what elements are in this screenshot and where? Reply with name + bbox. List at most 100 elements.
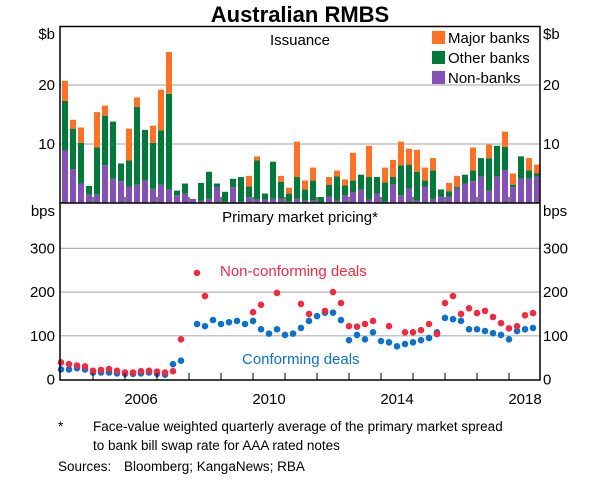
bottom-y-tick-label: 300 (543, 240, 568, 257)
bar-other-banks (454, 187, 460, 189)
series-label-conforming: Conforming deals (242, 351, 360, 368)
bar-non-banks (230, 187, 236, 203)
dot-conforming-deals (249, 317, 257, 325)
bar-other-banks (118, 163, 124, 182)
bar-major-banks (150, 125, 156, 143)
bar-other-banks (390, 177, 396, 185)
pricing-dots (57, 269, 537, 378)
bar-non-banks (406, 188, 412, 203)
bar-non-banks (534, 176, 540, 203)
dot-conforming-deals (529, 324, 537, 332)
dot-conforming-deals (217, 320, 225, 328)
dot-non-conforming-deals (305, 310, 313, 318)
bar-other-banks (166, 93, 172, 190)
dot-conforming-deals (513, 327, 521, 335)
dot-non-conforming-deals (273, 289, 281, 297)
bar-other-banks (70, 128, 76, 170)
dot-non-conforming-deals (297, 300, 305, 308)
bar-major-banks (534, 164, 540, 174)
bar-major-banks (382, 167, 388, 183)
dot-conforming-deals (281, 331, 289, 339)
footnote-line-2: to bank bill swap rate for AAA rated not… (93, 438, 340, 453)
bar-other-banks (110, 121, 116, 179)
bar-non-banks (206, 198, 212, 203)
bar-major-banks (302, 180, 308, 190)
bar-non-banks (246, 197, 252, 203)
dot-conforming-deals (337, 316, 345, 324)
bar-other-banks (478, 158, 484, 177)
bar-non-banks (254, 199, 260, 203)
x-tick-label: 2006 (124, 391, 157, 408)
bottom-right-unit: bps (543, 203, 567, 220)
bar-other-banks (278, 181, 284, 199)
dot-conforming-deals (225, 318, 233, 326)
dot-conforming-deals (193, 320, 201, 328)
bar-other-banks (150, 142, 156, 189)
top-y-tick-label: 10 (543, 136, 560, 153)
legend-swatch-major-banks (432, 31, 445, 44)
dot-conforming-deals (465, 325, 473, 333)
bar-non-banks (126, 186, 132, 203)
dot-non-conforming-deals (489, 313, 497, 321)
legend-swatch-other-banks (432, 51, 445, 64)
bar-major-banks (446, 182, 452, 192)
dot-conforming-deals (409, 339, 417, 346)
bar-other-banks (486, 158, 492, 191)
dot-non-conforming-deals (129, 369, 137, 376)
bar-major-banks (422, 167, 428, 181)
bar-non-banks (110, 178, 116, 203)
bar-non-banks (446, 196, 452, 203)
dot-non-conforming-deals (201, 292, 209, 300)
dot-conforming-deals (65, 366, 73, 373)
bar-major-banks (278, 175, 284, 182)
bar-non-banks (190, 198, 196, 203)
dot-conforming-deals (505, 335, 513, 343)
bar-other-banks (62, 100, 68, 151)
bar-major-banks (246, 175, 252, 187)
bar-non-banks (358, 189, 364, 203)
bottom-y-tick-label: 100 (543, 328, 568, 345)
dot-non-conforming-deals (337, 299, 345, 307)
bar-other-banks (270, 161, 276, 199)
bar-non-banks (142, 180, 148, 203)
bar-non-banks (510, 187, 516, 203)
dot-non-conforming-deals (105, 365, 113, 373)
bar-non-banks (166, 189, 172, 203)
series-label-non-conforming: Non-conforming deals (220, 263, 367, 280)
bar-major-banks (454, 175, 460, 188)
dot-non-conforming-deals (433, 330, 441, 338)
bar-non-banks (366, 199, 372, 203)
dot-non-conforming-deals (417, 326, 425, 334)
bar-other-banks (238, 177, 244, 202)
dot-conforming-deals (297, 324, 305, 332)
dot-non-conforming-deals (505, 325, 513, 332)
dot-non-conforming-deals (481, 307, 489, 315)
bar-major-banks (350, 152, 356, 181)
dot-conforming-deals (521, 325, 529, 333)
dot-non-conforming-deals (97, 366, 105, 374)
bar-other-banks (198, 182, 204, 201)
bar-non-banks (438, 196, 444, 203)
bar-major-banks (390, 159, 396, 178)
dot-non-conforming-deals (161, 369, 169, 376)
bar-non-banks (350, 192, 356, 203)
bottom-y-tick-label: 0 (47, 372, 55, 389)
bar-non-banks (278, 198, 284, 203)
bar-other-banks (334, 176, 340, 201)
dot-conforming-deals (385, 339, 393, 346)
dot-non-conforming-deals (81, 363, 89, 370)
dot-non-conforming-deals (345, 322, 353, 330)
bar-other-banks (174, 190, 180, 196)
bar-other-banks (526, 170, 532, 179)
dot-conforming-deals (305, 317, 313, 325)
bar-non-banks (454, 188, 460, 203)
dot-conforming-deals (289, 330, 297, 337)
bar-non-banks (78, 183, 84, 203)
dot-non-conforming-deals (57, 359, 65, 366)
dot-conforming-deals (489, 329, 497, 337)
dot-conforming-deals (473, 325, 481, 333)
dot-conforming-deals (369, 329, 377, 336)
bar-other-banks (462, 174, 468, 184)
bar-major-banks (486, 144, 492, 159)
bottom-y-tick-label: 200 (543, 284, 568, 301)
